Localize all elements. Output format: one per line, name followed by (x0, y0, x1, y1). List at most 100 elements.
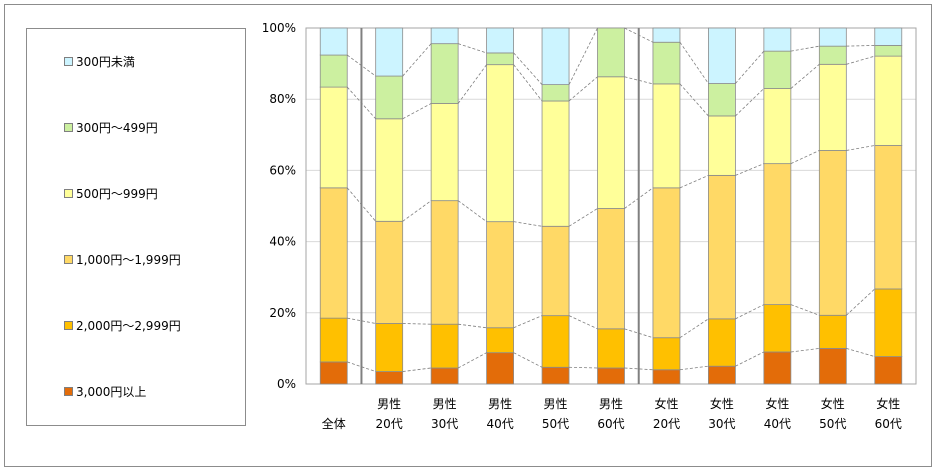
bar-segment (319, 27, 348, 56)
series-connector (513, 52, 543, 85)
bar-segment (430, 103, 459, 202)
bar-segment (486, 327, 514, 354)
x-category-label: 男性 (377, 397, 401, 411)
series-connector (402, 323, 432, 325)
series-connector (569, 366, 598, 369)
legend-swatch (64, 57, 73, 66)
bar-segment (763, 163, 792, 306)
series-connector (735, 50, 765, 84)
series-connector (846, 45, 875, 47)
legend-label: 1,000円～1,999円 (76, 253, 181, 267)
bar-segment (652, 369, 681, 385)
series-connector (458, 43, 487, 54)
bar-segment (541, 225, 570, 317)
x-category-label: 男性 (433, 397, 457, 411)
x-category-label: 60代 (597, 417, 624, 431)
bar-segment (763, 50, 792, 89)
bar-segment (763, 304, 792, 353)
bar-segment (430, 43, 459, 104)
bar-segment (541, 27, 570, 86)
legend-item: 300円～499円 (64, 119, 158, 136)
series-connector (735, 351, 765, 367)
bar-segment (319, 361, 348, 385)
series-connector (457, 352, 487, 369)
bar-segment (874, 55, 903, 146)
legend-swatch (64, 123, 73, 132)
bar-segment (652, 41, 681, 85)
x-category-label: 男性 (599, 397, 623, 411)
bar-segment (652, 187, 681, 339)
series-connector (846, 145, 875, 151)
bar-segment (708, 27, 736, 84)
bar-segment (708, 115, 736, 176)
bar-segment (430, 323, 459, 369)
series-connector (790, 348, 820, 353)
bar-segment (708, 83, 736, 117)
series-connector (735, 304, 765, 320)
series-connector (790, 304, 820, 316)
x-category-label: 50代 (542, 417, 569, 431)
legend-label: 3,000円以上 (76, 385, 147, 399)
series-connector (735, 88, 765, 117)
bar-segment (375, 371, 404, 385)
legend-item: 2,000円～2,999円 (64, 317, 181, 334)
bar-segment (874, 288, 903, 357)
y-tick-label: 80% (269, 92, 296, 106)
bar-segment (319, 317, 348, 363)
x-category-label: 40代 (486, 417, 513, 431)
bar-segment (375, 75, 404, 120)
bar-segment (375, 220, 404, 324)
bar-segment (319, 54, 348, 88)
bar-segment (319, 86, 348, 189)
bar-segment (319, 187, 348, 319)
x-category-label: 女性 (876, 396, 900, 411)
series-connector (402, 200, 432, 222)
bar-segment (818, 27, 847, 47)
bar-segment (430, 367, 459, 385)
bar-segment (541, 84, 570, 102)
series-connector (457, 200, 487, 222)
bar-segment (763, 351, 792, 385)
x-category-label: 女性 (710, 396, 734, 411)
bar-segment (541, 315, 570, 368)
x-category-label: 男性 (488, 397, 512, 411)
y-tick-label: 100% (262, 21, 296, 35)
legend-swatch (64, 321, 73, 330)
series-connector (568, 208, 598, 227)
x-category-label: 男性 (544, 397, 568, 411)
bar-segment (486, 352, 514, 385)
legend-label: 300円未満 (76, 55, 135, 69)
series-connector (790, 150, 820, 164)
series-connector (402, 367, 432, 372)
legend-item: 1,000円～1,999円 (64, 251, 181, 268)
bar-segment (652, 27, 681, 43)
bar-segment (597, 76, 625, 209)
bar-segment (874, 27, 903, 46)
bar-segment (430, 200, 459, 325)
bar-segment (375, 27, 404, 77)
legend: 300円未満 300円～499円 500円～999円 1,000円～1,999円 2,0… (26, 28, 246, 426)
series-connector (513, 352, 543, 368)
bar-segment (430, 27, 459, 45)
bar-segment (597, 27, 625, 78)
legend-swatch (64, 387, 73, 396)
bar-segment (874, 356, 903, 385)
series-connector (513, 64, 543, 102)
legend-swatch (64, 255, 73, 264)
legend-swatch (64, 189, 73, 198)
series-connector (568, 315, 598, 330)
legend-item: 300円未満 (64, 53, 135, 70)
x-category-label: 20代 (376, 417, 403, 431)
bar-segment (818, 347, 847, 385)
bar-segment (874, 45, 903, 57)
series-connector (790, 64, 820, 89)
x-category-label: 女性 (654, 396, 678, 411)
bar-segment (486, 52, 514, 66)
series-connector (568, 27, 598, 85)
series-connector (513, 315, 543, 329)
bar-segment (597, 367, 625, 385)
y-tick-label: 40% (269, 235, 296, 249)
bar-segment (486, 221, 514, 329)
x-category-label: 全体 (322, 416, 346, 431)
bar-segment (486, 64, 514, 223)
